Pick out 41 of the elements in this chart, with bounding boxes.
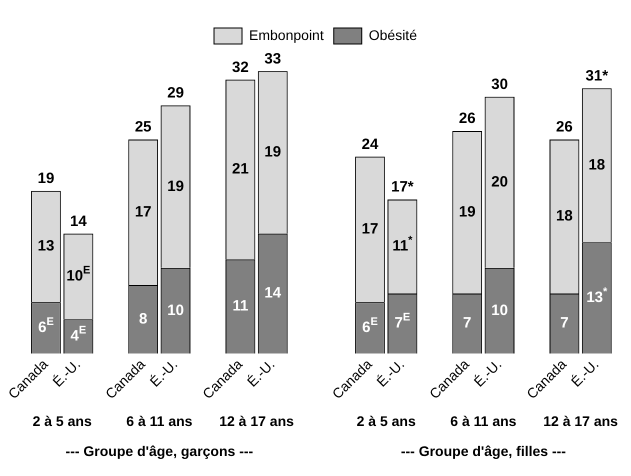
data-label: 17: [134, 203, 152, 220]
legend-label: Obésité: [368, 26, 418, 43]
total-label: 14: [70, 212, 88, 230]
data-label: 19: [458, 203, 476, 220]
data-label: 17: [362, 220, 378, 238]
data-label: 20: [491, 173, 508, 190]
data-label: 18: [556, 208, 573, 225]
total-label: 29: [167, 84, 184, 102]
data-label: 10: [491, 302, 508, 319]
data-label: 14: [264, 284, 282, 302]
data-label: 21: [232, 160, 249, 178]
data-label: 11*: [392, 234, 414, 255]
total-label: 26: [556, 118, 573, 136]
text: --- Groupe d'âge, garçons ---: [66, 442, 254, 459]
total-label: 26: [458, 110, 476, 128]
total-label: 32: [232, 58, 249, 76]
data-label: 13*: [586, 286, 608, 306]
total-label: 33: [264, 50, 282, 68]
total-label: 31*: [586, 67, 608, 84]
data-label: 18: [588, 156, 606, 174]
total-label: 24: [362, 136, 379, 153]
total-label: 17*: [391, 178, 414, 196]
text: 6 à 11 ans: [126, 412, 193, 429]
text: --- Groupe d'âge, filles ---: [400, 442, 566, 459]
total-label: 30: [491, 76, 508, 93]
data-label: 7: [463, 314, 472, 332]
data-label: 11: [232, 298, 248, 315]
data-label: 13: [38, 238, 54, 255]
text: 12 à 17 ans: [543, 412, 618, 429]
data-label: 10: [167, 302, 184, 319]
total-label: 25: [134, 118, 152, 136]
text: 6 à 11 ans: [450, 412, 517, 429]
text: 2 à 5 ans: [32, 412, 92, 429]
text: 2 à 5 ans: [356, 412, 416, 429]
legend-label: Embonpoint: [249, 26, 324, 43]
text: 12 à 17 ans: [219, 412, 294, 429]
data-label: 19: [167, 178, 184, 195]
total-label: 19: [38, 170, 54, 188]
data-label: 7: [560, 314, 569, 332]
data-label: 8: [138, 310, 148, 328]
data-label: 19: [264, 144, 282, 161]
